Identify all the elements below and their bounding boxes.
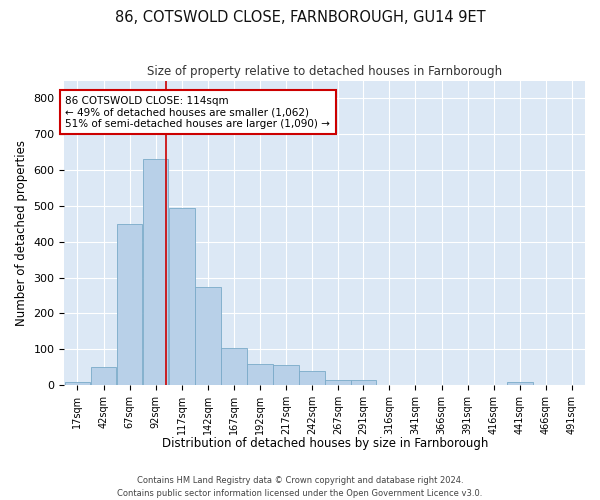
Bar	[247, 364, 273, 385]
Text: 86, COTSWOLD CLOSE, FARNBOROUGH, GU14 9ET: 86, COTSWOLD CLOSE, FARNBOROUGH, GU14 9E…	[115, 10, 485, 25]
Bar	[117, 224, 142, 385]
Title: Size of property relative to detached houses in Farnborough: Size of property relative to detached ho…	[147, 65, 502, 78]
X-axis label: Distribution of detached houses by size in Farnborough: Distribution of detached houses by size …	[161, 437, 488, 450]
Bar	[299, 371, 325, 385]
Bar	[91, 367, 116, 385]
Bar	[65, 382, 90, 385]
Bar	[325, 380, 351, 385]
Bar	[169, 208, 194, 385]
Bar	[507, 382, 533, 385]
Bar	[350, 380, 376, 385]
Bar	[221, 348, 247, 385]
Bar	[274, 366, 299, 385]
Bar	[195, 286, 221, 385]
Text: 86 COTSWOLD CLOSE: 114sqm
← 49% of detached houses are smaller (1,062)
51% of se: 86 COTSWOLD CLOSE: 114sqm ← 49% of detac…	[65, 96, 331, 129]
Text: Contains HM Land Registry data © Crown copyright and database right 2024.
Contai: Contains HM Land Registry data © Crown c…	[118, 476, 482, 498]
Bar	[143, 160, 169, 385]
Y-axis label: Number of detached properties: Number of detached properties	[15, 140, 28, 326]
